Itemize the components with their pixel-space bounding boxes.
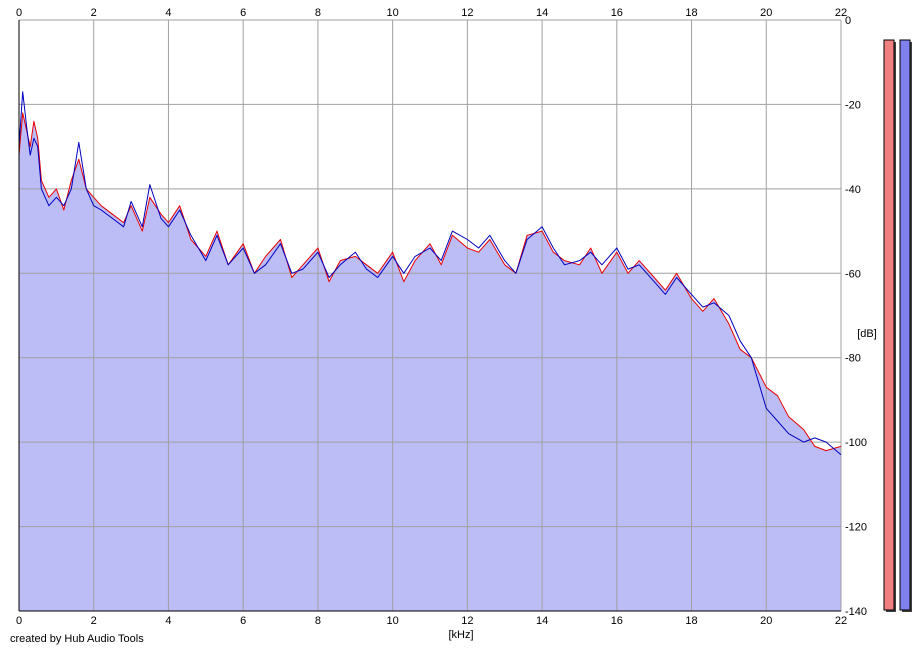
y-tick-label: -40 — [845, 184, 861, 196]
y-tick-label: -80 — [845, 353, 861, 365]
level-meter-right — [899, 39, 911, 611]
x-tick-label-top: 20 — [760, 7, 772, 19]
y-tick-labels: 0 -20 -40 -60 -80 -100 -120 -140 — [845, 15, 867, 618]
series-layer — [18, 91, 842, 456]
y-axis-label: [dB] — [857, 328, 877, 340]
y-tick-label: -100 — [845, 437, 867, 449]
x-tick-label-bottom: 20 — [760, 615, 772, 627]
x-tick-label-top: 6 — [240, 7, 246, 19]
x-tick-labels-top: 0 2 4 6 8 10 12 14 16 18 20 22 — [16, 7, 847, 19]
x-tick-label-bottom: 22 — [835, 615, 847, 627]
x-tick-label-top: 10 — [387, 7, 399, 19]
x-tick-label-top: 8 — [315, 7, 321, 19]
grid-layer — [19, 19, 842, 611]
x-tick-label-bottom: 8 — [315, 615, 321, 627]
spectrum-fill-layer — [19, 112, 841, 612]
x-tick-label-top: 4 — [165, 7, 171, 19]
credit-text: created by Hub Audio Tools — [10, 633, 144, 645]
x-tick-label-top: 12 — [461, 7, 473, 19]
x-tick-label-top: 18 — [685, 7, 697, 19]
x-tick-label-bottom: 18 — [685, 615, 697, 627]
x-tick-label-bottom: 0 — [16, 615, 22, 627]
x-tick-label-bottom: 4 — [165, 615, 171, 627]
x-tick-label-top: 14 — [536, 7, 548, 19]
y-tick-label: -120 — [845, 522, 867, 534]
x-tick-label-bottom: 16 — [611, 615, 623, 627]
x-axis-label: [kHz] — [448, 629, 473, 641]
x-tick-label-bottom: 6 — [240, 615, 246, 627]
spectrum-fill-area — [19, 112, 841, 612]
x-tick-label-top: 22 — [835, 7, 847, 19]
y-tick-label: 0 — [845, 15, 851, 27]
x-tick-label-top: 0 — [16, 7, 22, 19]
level-meters — [883, 39, 912, 612]
x-tick-label-top: 16 — [611, 7, 623, 19]
x-tick-label-top: 2 — [91, 7, 97, 19]
x-tick-label-bottom: 12 — [461, 615, 473, 627]
x-tick-label-bottom: 14 — [536, 615, 548, 627]
series-2-line — [18, 91, 842, 456]
x-tick-label-bottom: 2 — [91, 615, 97, 627]
x-tick-labels-bottom: 0 2 4 6 8 10 12 14 16 18 20 22 — [16, 615, 847, 627]
y-tick-label: -60 — [845, 268, 861, 280]
level-meter-left — [883, 39, 895, 611]
y-tick-label: -20 — [845, 99, 861, 111]
x-tick-label-bottom: 10 — [387, 615, 399, 627]
y-tick-label: -140 — [845, 606, 867, 618]
